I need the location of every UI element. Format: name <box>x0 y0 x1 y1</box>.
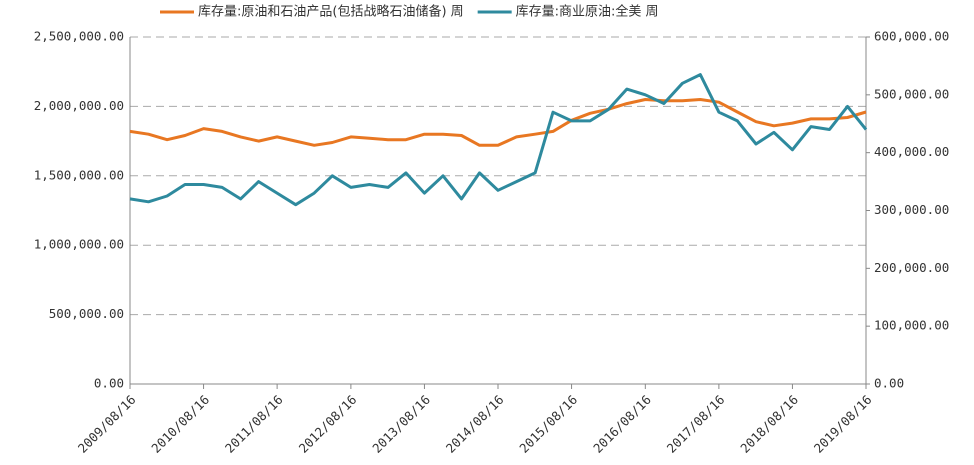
y-tick-label: 1,500,000.00 <box>34 167 124 182</box>
x-tick-label: 2013/08/16 <box>369 392 433 456</box>
x-tick-label: 2015/08/16 <box>516 392 580 456</box>
series-line <box>129 73 868 207</box>
x-tick-label: 2016/08/16 <box>590 392 654 456</box>
y2-tick-label: 200,000.00 <box>874 260 949 275</box>
legend-label: 库存量:商业原油:全美 周 <box>516 4 659 20</box>
x-tick-label: 2014/08/16 <box>443 392 507 456</box>
y2-tick-label: 400,000.00 <box>874 144 949 159</box>
x-tick-label: 2017/08/16 <box>664 392 728 456</box>
legend-label: 库存量:原油和石油产品(包括战略石油储备) 周 <box>198 4 464 20</box>
x-tick-label: 2019/08/16 <box>811 392 875 456</box>
x-tick-label: 2010/08/16 <box>148 392 212 456</box>
y2-tick-label: 600,000.00 <box>874 29 949 44</box>
y2-tick-label: 0.00 <box>874 376 904 391</box>
y2-tick-label: 100,000.00 <box>874 318 949 333</box>
y-tick-label: 1,000,000.00 <box>34 237 124 252</box>
y2-tick-label: 500,000.00 <box>874 86 949 101</box>
x-tick-label: 2011/08/16 <box>222 392 286 456</box>
y-tick-label: 0.00 <box>94 376 124 391</box>
y2-tick-label: 300,000.00 <box>874 202 949 217</box>
x-tick-label: 2009/08/16 <box>75 392 139 456</box>
y-tick-label: 500,000.00 <box>49 306 124 321</box>
y-tick-label: 2,000,000.00 <box>34 98 124 113</box>
x-tick-label: 2012/08/16 <box>296 392 360 456</box>
x-tick-label: 2018/08/16 <box>737 392 801 456</box>
y-tick-label: 2,500,000.00 <box>34 29 124 44</box>
series-line <box>129 98 867 147</box>
